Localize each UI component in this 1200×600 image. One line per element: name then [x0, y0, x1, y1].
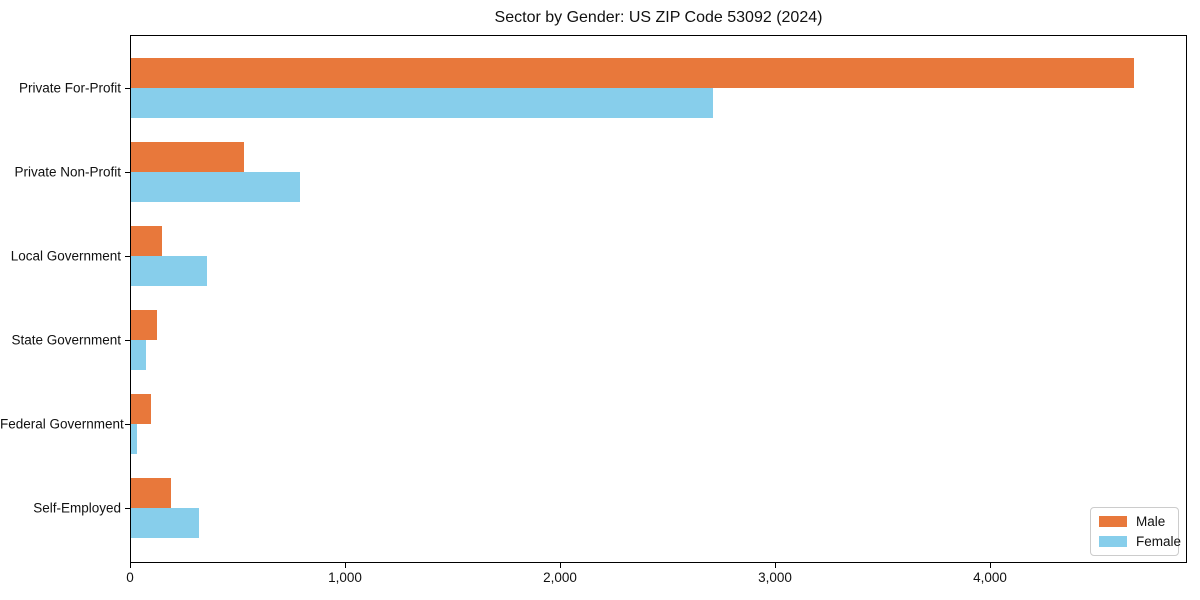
y-tick-label-5: Self-Employed	[33, 500, 121, 516]
legend: Male Female	[1090, 507, 1181, 556]
bar-female-1	[131, 172, 300, 202]
bar-male-5	[131, 478, 171, 508]
chart-title: Sector by Gender: US ZIP Code 53092 (202…	[494, 9, 823, 26]
bar-female-4	[131, 424, 137, 454]
legend-label-female: Female	[1136, 533, 1182, 549]
bar-male-3	[131, 310, 157, 340]
y-tick-mark-1	[125, 172, 130, 173]
x-tick-label-1: 1,000	[328, 570, 362, 585]
legend-swatch-female	[1099, 535, 1127, 547]
y-tick-label-2: Local Government	[10, 248, 121, 264]
bar-male-0	[131, 58, 1134, 88]
x-tick-label-3: 3,000	[758, 570, 792, 585]
x-tick-mark-3	[775, 563, 776, 568]
bar-female-0	[131, 88, 713, 118]
legend-swatch-male	[1099, 516, 1127, 528]
bar-female-5	[131, 508, 199, 538]
x-tick-mark-0	[130, 563, 131, 568]
x-tick-label-0: 0	[126, 570, 134, 585]
x-tick-mark-1	[345, 563, 346, 568]
x-tick-mark-4	[990, 563, 991, 568]
bar-female-3	[131, 340, 146, 370]
y-tick-mark-4	[125, 424, 130, 425]
legend-item-female: Female	[1099, 534, 1181, 549]
y-tick-mark-2	[125, 256, 130, 257]
plot-area	[130, 35, 1187, 563]
y-tick-mark-3	[125, 340, 130, 341]
x-tick-label-2: 2,000	[543, 570, 577, 585]
y-tick-label-4: Federal Government	[0, 416, 124, 432]
legend-label-male: Male	[1136, 514, 1166, 529]
bar-female-2	[131, 256, 207, 286]
y-tick-label-1: Private Non-Profit	[14, 164, 121, 180]
y-tick-mark-5	[125, 508, 130, 509]
y-tick-mark-0	[125, 88, 130, 89]
x-tick-mark-2	[560, 563, 561, 568]
bar-male-4	[131, 394, 151, 424]
x-tick-label-4: 4,000	[973, 570, 1007, 585]
bar-male-2	[131, 226, 162, 256]
y-tick-label-3: State Government	[11, 332, 121, 348]
bar-male-1	[131, 142, 244, 172]
legend-item-male: Male	[1099, 515, 1170, 529]
y-tick-label-0: Private For-Profit	[18, 80, 121, 96]
